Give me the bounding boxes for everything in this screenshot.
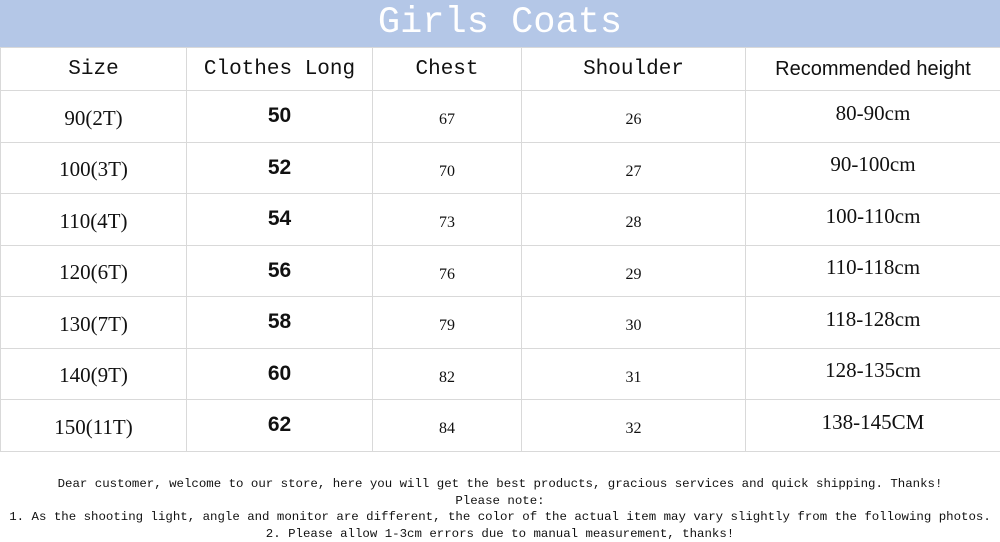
- notes: Dear customer, welcome to our store, her…: [0, 476, 1000, 542]
- table-cell: 128-135cm: [746, 348, 1000, 400]
- table-cell: 27: [522, 142, 746, 194]
- table-cell: 80-90cm: [746, 91, 1000, 143]
- table-cell: 79: [373, 297, 522, 349]
- column-header: Size: [1, 48, 187, 91]
- column-header: Shoulder: [522, 48, 746, 91]
- table-cell: 150(11T): [1, 400, 187, 452]
- table-cell: 118-128cm: [746, 297, 1000, 349]
- table-cell: 90(2T): [1, 91, 187, 143]
- table-cell: 56: [187, 245, 373, 297]
- table-cell: 62: [187, 400, 373, 452]
- table-cell: 31: [522, 348, 746, 400]
- note-line: Please note:: [0, 493, 1000, 510]
- table-cell: 73: [373, 194, 522, 246]
- table-cell: 70: [373, 142, 522, 194]
- table-cell: 100-110cm: [746, 194, 1000, 246]
- table-cell: 84: [373, 400, 522, 452]
- table-cell: 28: [522, 194, 746, 246]
- table-cell: 110(4T): [1, 194, 187, 246]
- table-cell: 110-118cm: [746, 245, 1000, 297]
- table-cell: 76: [373, 245, 522, 297]
- table-cell: 130(7T): [1, 297, 187, 349]
- column-header: Recommended height: [746, 48, 1000, 91]
- table-cell: 90-100cm: [746, 142, 1000, 194]
- table-cell: 26: [522, 91, 746, 143]
- table-cell: 29: [522, 245, 746, 297]
- title: Girls Coats: [0, 0, 1000, 47]
- table-cell: 140(9T): [1, 348, 187, 400]
- table-cell: 52: [187, 142, 373, 194]
- note-line: Dear customer, welcome to our store, her…: [0, 476, 1000, 493]
- table-cell: 100(3T): [1, 142, 187, 194]
- table-cell: 138-145CM: [746, 400, 1000, 452]
- column-header: Clothes Long: [187, 48, 373, 91]
- table-cell: 60: [187, 348, 373, 400]
- table-cell: 67: [373, 91, 522, 143]
- table-cell: 58: [187, 297, 373, 349]
- note-line: 2. Please allow 1-3cm errors due to manu…: [0, 526, 1000, 542]
- table-cell: 30: [522, 297, 746, 349]
- table-cell: 50: [187, 91, 373, 143]
- table-cell: 120(6T): [1, 245, 187, 297]
- column-header: Chest: [373, 48, 522, 91]
- table-cell: 32: [522, 400, 746, 452]
- table-cell: 54: [187, 194, 373, 246]
- note-line: 1. As the shooting light, angle and moni…: [0, 509, 1000, 526]
- table-cell: 82: [373, 348, 522, 400]
